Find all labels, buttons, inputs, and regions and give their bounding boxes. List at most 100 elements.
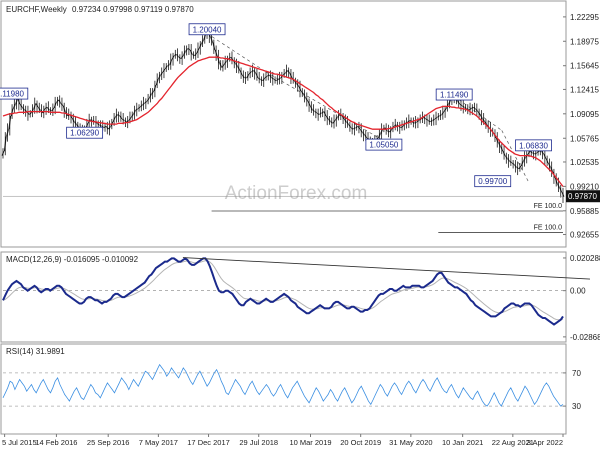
candle-body	[475, 109, 479, 112]
candle-body	[169, 59, 173, 65]
price-label-text: 1.05050	[369, 141, 398, 150]
candle-body	[105, 125, 109, 130]
price-tick-label: 1.05765	[570, 134, 599, 143]
rsi-line	[2, 363, 564, 407]
candle-body	[228, 56, 231, 60]
candle-body	[257, 77, 261, 80]
candle-body	[255, 73, 259, 78]
candle-body	[323, 111, 327, 117]
candle-body	[330, 121, 333, 124]
candle-body	[428, 119, 431, 123]
candle-body	[464, 106, 467, 110]
candle-body	[253, 70, 256, 74]
candle-body	[527, 150, 531, 155]
candle-body	[287, 70, 290, 74]
rsi-series	[2, 363, 564, 407]
dashed-fib-lines	[206, 33, 530, 183]
main-panel-frame	[0, 0, 567, 248]
candle-body	[269, 74, 272, 79]
macd-signal-line	[2, 260, 564, 321]
rsi-tick-label: 70	[572, 369, 581, 378]
candle-body	[502, 151, 506, 156]
candle-body	[523, 156, 526, 162]
macd-series	[2, 257, 591, 326]
candle-body	[262, 77, 266, 82]
candle-body	[511, 162, 515, 165]
candle-body	[462, 105, 465, 108]
candle-body	[29, 112, 32, 115]
candle-body	[473, 106, 476, 110]
candle-body	[407, 119, 411, 123]
candle-body	[312, 109, 315, 113]
fe-level-label: FE 100.0	[534, 225, 563, 232]
candle-body	[174, 53, 177, 57]
candle-body	[135, 108, 138, 111]
candle-body	[316, 112, 320, 115]
candle-body	[1, 151, 5, 156]
candle-body	[219, 62, 223, 68]
candle-body	[223, 61, 227, 65]
candle-body	[221, 64, 225, 68]
candle-body	[108, 125, 111, 130]
macd-panel: MACD(12,26,9) -0.016095 -0.010092 0.0202…	[0, 251, 600, 343]
candle-body	[239, 70, 243, 76]
candle-body	[90, 119, 93, 121]
candle-body	[530, 150, 533, 154]
candle-body	[149, 93, 152, 99]
candle-body	[196, 48, 200, 54]
candle-body	[62, 105, 66, 112]
candle-body	[140, 104, 143, 108]
candle-body	[534, 152, 537, 155]
candle-body	[12, 104, 16, 109]
candle-body	[364, 134, 368, 139]
candle-body	[495, 137, 499, 143]
candle-body	[532, 152, 535, 155]
price-label-text: 0.99700	[478, 177, 507, 186]
candle-body	[37, 106, 41, 111]
candle-body	[33, 103, 37, 109]
candle-body	[557, 183, 560, 189]
x-tick-label: 5 Jul 2015	[2, 438, 37, 447]
candle-body	[400, 125, 404, 129]
candle-body	[550, 167, 554, 172]
candle-body	[357, 125, 361, 130]
candle-body	[60, 103, 64, 107]
candle-body	[126, 119, 129, 123]
candle-body	[194, 52, 198, 57]
candle-body	[153, 84, 157, 92]
candle-body	[164, 65, 168, 70]
candle-body	[189, 49, 193, 55]
rsi-panel-frame	[0, 343, 567, 435]
candle-body	[507, 158, 510, 162]
price-labels: 1.11980 1.06290 1.20040 1.05050 1.11490 1.068…	[0, 23, 552, 188]
candle-body	[296, 83, 300, 87]
candle-body	[251, 70, 254, 73]
candle-body	[457, 101, 461, 105]
candle-body	[130, 114, 134, 118]
macd-line	[2, 257, 564, 326]
candle-body	[264, 75, 268, 79]
rsi-label: RSI(14) 31.9891	[6, 347, 65, 356]
candle-body	[44, 106, 48, 110]
x-tick-label: 31 May 2020	[389, 438, 432, 447]
macd-tick-label: 0.00	[570, 287, 586, 296]
candle-body	[471, 106, 474, 110]
main-price-ticks: 1.22295 1.18975 1.15645 1.12415 1.09095 1.057…	[563, 13, 599, 240]
candle-body	[328, 118, 331, 123]
candle-body	[267, 74, 270, 77]
candle-body	[498, 142, 501, 148]
macd-label: MACD(12,26,9) -0.016095 -0.010092	[6, 255, 139, 264]
candle-body	[74, 121, 77, 126]
candle-body	[482, 118, 485, 123]
macd-ticks: 0.020288 0.00 -0.028681	[563, 254, 600, 342]
candle-body	[536, 150, 540, 154]
candle-body	[509, 161, 513, 164]
candle-body	[176, 54, 179, 58]
rsi-tick-label: 30	[572, 402, 581, 411]
candle-body	[514, 164, 517, 168]
candle-body	[167, 64, 170, 67]
candle-body	[8, 115, 12, 130]
candle-body	[273, 78, 277, 82]
x-tick-label: 29 Jul 2018	[239, 438, 278, 447]
